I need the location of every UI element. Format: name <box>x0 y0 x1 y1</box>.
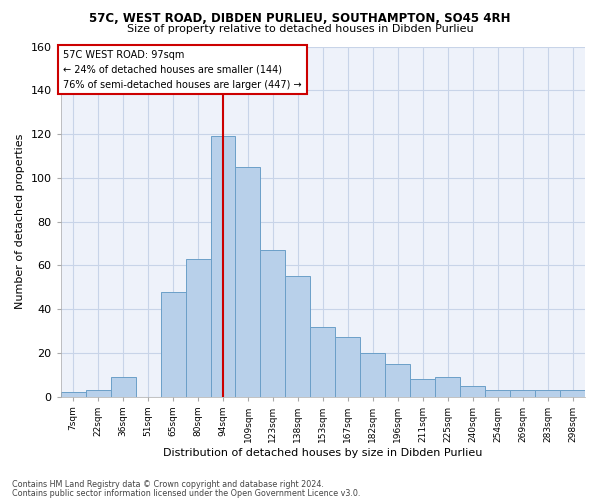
Bar <box>61 392 86 396</box>
Bar <box>435 377 460 396</box>
Bar <box>460 386 485 396</box>
Bar <box>335 338 361 396</box>
Bar <box>235 167 260 396</box>
Text: Contains HM Land Registry data © Crown copyright and database right 2024.: Contains HM Land Registry data © Crown c… <box>12 480 324 489</box>
Bar <box>361 353 385 397</box>
Bar <box>410 379 435 396</box>
Bar <box>161 292 185 397</box>
Bar <box>286 276 310 396</box>
Bar <box>485 390 510 396</box>
Text: 57C, WEST ROAD, DIBDEN PURLIEU, SOUTHAMPTON, SO45 4RH: 57C, WEST ROAD, DIBDEN PURLIEU, SOUTHAMP… <box>89 12 511 26</box>
Bar <box>385 364 410 396</box>
Text: Size of property relative to detached houses in Dibden Purlieu: Size of property relative to detached ho… <box>127 24 473 34</box>
Bar <box>535 390 560 396</box>
Bar <box>310 326 335 396</box>
Bar <box>185 258 211 396</box>
Bar <box>560 390 585 396</box>
Text: Contains public sector information licensed under the Open Government Licence v3: Contains public sector information licen… <box>12 490 361 498</box>
Y-axis label: Number of detached properties: Number of detached properties <box>15 134 25 309</box>
X-axis label: Distribution of detached houses by size in Dibden Purlieu: Distribution of detached houses by size … <box>163 448 482 458</box>
Bar <box>110 377 136 396</box>
Bar <box>510 390 535 396</box>
Bar <box>211 136 235 396</box>
Bar <box>260 250 286 396</box>
Bar <box>86 390 110 396</box>
Text: 57C WEST ROAD: 97sqm
← 24% of detached houses are smaller (144)
76% of semi-deta: 57C WEST ROAD: 97sqm ← 24% of detached h… <box>64 50 302 90</box>
